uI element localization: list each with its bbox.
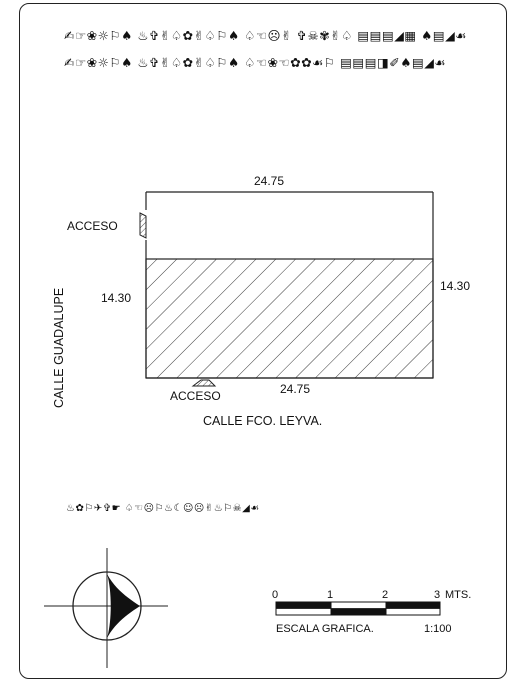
bottom-dimension: 24.75 [280, 382, 310, 396]
access-bottom-marker [191, 379, 217, 387]
footer-note: ♨✿⚐✈✞☛ ♤☜☹⚐♨☾☺☹✌♨⚐☠◢☙ [66, 503, 260, 514]
header-line-1: ✍☞❀☼⚐♠ ♨✞✌♤✿✌♤⚐♠ ♤☜☹✌ ✞☠✾✌♤ ▤▤▤◢▦ ♠▤◢☙ [64, 28, 468, 43]
access-left-label: ACCESO [67, 219, 118, 233]
hatched-building-area [145, 258, 434, 379]
scale-tick-0: 0 [272, 589, 278, 601]
header-line-2: ✍☞❀☼⚐♠ ♨✞✌♤✿✌♤⚐♠ ♤☜❀☜✿✿☙⚐ ▤▤▤◨✐♠▤◢☙ [64, 55, 447, 70]
scale-label: ESCALA GRAFICA. [276, 623, 374, 635]
scale-unit: MTS. [445, 589, 471, 601]
scale-tick-3: 3 [434, 589, 440, 601]
top-dimension: 24.75 [254, 174, 284, 188]
right-dimension: 14.30 [440, 279, 470, 293]
scale-ratio: 1:100 [424, 623, 452, 635]
street-bottom-label: CALLE FCO. LEYVA. [203, 414, 322, 428]
left-dimension: 14.30 [101, 291, 131, 305]
north-arrow-icon [44, 548, 168, 668]
access-left-marker [139, 212, 147, 239]
street-left-label: CALLE GUADALUPE [52, 288, 66, 408]
access-bottom-label: ACCESO [170, 389, 221, 403]
scale-tick-1: 1 [327, 589, 333, 601]
sheet-border [19, 3, 507, 679]
scale-tick-2: 2 [382, 589, 388, 601]
scale-bar [275, 601, 441, 616]
